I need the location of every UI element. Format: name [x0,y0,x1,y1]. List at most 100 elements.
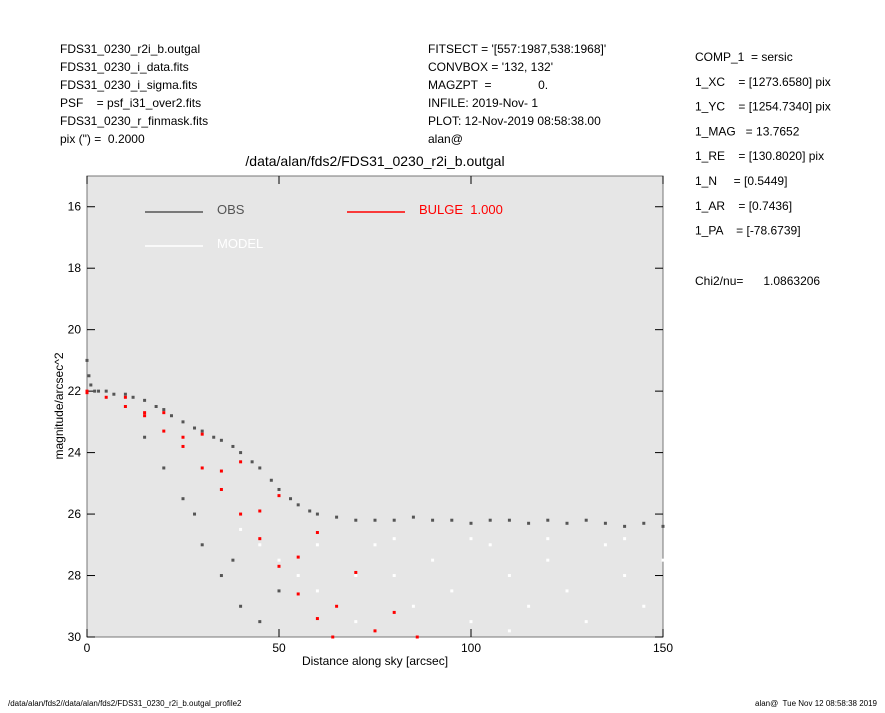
data-point [277,589,281,593]
data-point [335,515,339,519]
data-point [143,398,147,402]
data-point [131,395,135,399]
data-point [277,494,281,498]
data-point [277,558,281,562]
data-point [565,521,569,525]
data-point [200,466,204,470]
data-point [85,358,89,362]
data-point [143,411,147,415]
data-point [239,451,243,455]
y-tick-label: 16 [68,200,82,214]
data-point [431,518,435,522]
data-point [200,432,204,436]
data-point [97,389,101,393]
data-point [219,574,223,578]
data-point [85,389,89,393]
data-point [219,487,223,491]
data-point [181,420,185,424]
x-axis-label: Distance along sky [arcsec] [302,654,448,668]
data-point [623,537,627,541]
data-point [411,604,415,608]
data-point [373,543,377,547]
data-point [546,518,550,522]
legend-label: MODEL [217,236,263,251]
header-middle-line: MAGZPT = 0. [428,78,548,92]
data-point [584,518,588,522]
data-point [219,438,223,442]
data-point [239,604,243,608]
fit-parameter: 1_N = [0.5449] [695,174,787,188]
y-tick-label: 26 [68,507,82,521]
footer-left: /data/alan/fds2//data/alan/fds2/FDS31_02… [8,699,242,708]
header-middle-line: CONVBOX = '132, 132' [428,60,553,74]
data-point [392,574,396,578]
data-point [354,574,358,578]
fit-parameter: COMP_1 = sersic [695,50,793,64]
data-point [104,389,108,393]
header-left-line: FDS31_0230_i_sigma.fits [60,78,197,92]
data-point [296,592,300,596]
y-axis-label: magnitude/arcsec^2 [52,352,66,459]
legend-label: OBS [217,202,245,217]
data-point [289,497,293,501]
data-point [162,411,166,415]
fit-parameter: 1_PA = [-78.6739] [695,224,801,238]
data-point [200,543,204,547]
data-point [507,629,511,633]
data-point [507,518,511,522]
y-tick-label: 30 [68,630,82,644]
data-point [546,558,550,562]
header-middle-line: FITSECT = '[557:1987,538:1968]' [428,42,606,56]
data-point [488,543,492,547]
data-point [373,518,377,522]
data-point [392,610,396,614]
data-point [565,589,569,593]
data-point [296,503,300,507]
data-point [335,604,339,608]
data-point [392,518,396,522]
data-point [469,620,473,624]
data-point [296,574,300,578]
header-left-line: FDS31_0230_i_data.fits [60,60,189,74]
data-point [169,414,173,418]
y-tick-label: 28 [68,569,82,583]
header-left-line: FDS31_0230_r_finmask.fits [60,114,208,128]
data-point [123,395,127,399]
fit-parameter: 1_MAG = 13.7652 [695,124,800,138]
data-point [392,537,396,541]
data-point [231,558,235,562]
legend-label: BULGE 1.000 [419,202,503,217]
data-point [661,558,665,562]
y-tick-label: 18 [68,261,82,275]
data-point [507,574,511,578]
data-point [200,429,204,433]
data-point [431,558,435,562]
x-tick-label: 0 [84,641,91,655]
data-point [258,620,262,624]
chi-square: Chi2/nu= 1.0863206 [695,274,820,288]
data-point [212,435,216,439]
data-point [373,629,377,633]
x-tick-label: 50 [272,641,286,655]
data-point [354,570,358,574]
data-point [123,392,127,396]
y-tick-label: 22 [68,384,82,398]
data-point [193,426,197,430]
data-point [469,521,473,525]
data-point [642,521,646,525]
data-point [104,395,108,399]
data-point [450,589,454,593]
data-point [93,389,97,393]
data-point [450,518,454,522]
data-point [193,512,197,516]
data-point [162,408,166,412]
data-point [354,620,358,624]
header-left-line: FDS31_0230_r2i_b.outgal [60,42,200,56]
data-point [123,405,127,408]
data-point [623,574,627,578]
data-point [239,512,243,516]
data-point [603,543,607,547]
fit-parameter: 1_YC = [1254.7340] pix [695,100,831,114]
data-point [181,444,185,448]
data-point [315,543,319,547]
